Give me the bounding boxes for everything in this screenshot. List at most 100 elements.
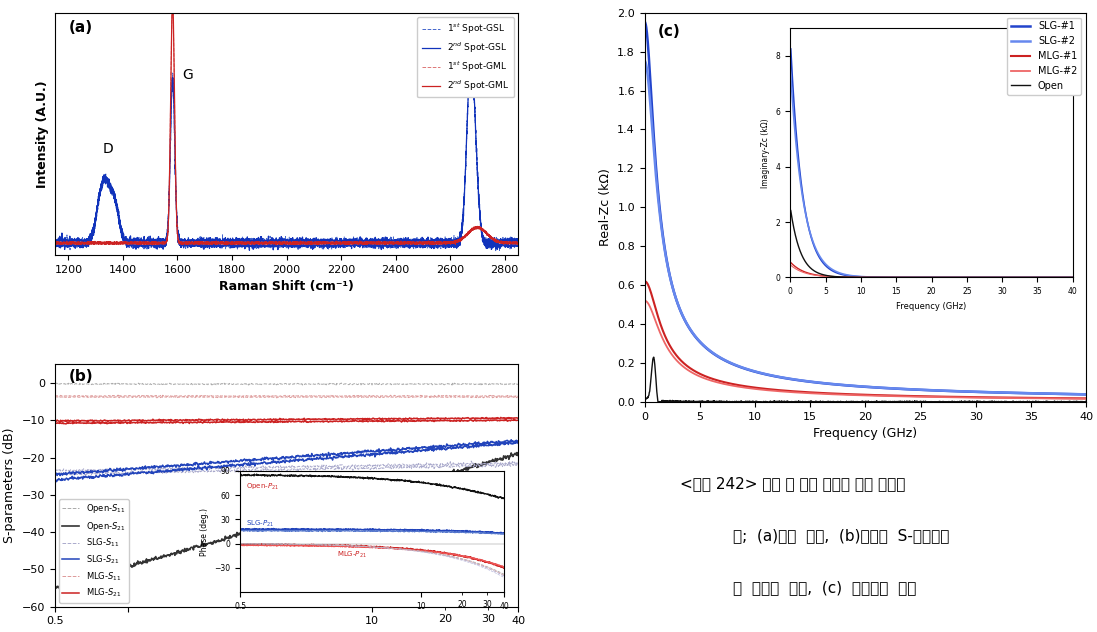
MLG-#2 — [1079, 395, 1093, 403]
SLG-$S_{21}$ — [77, 473, 90, 480]
Y-axis label: Intensity (A.U.): Intensity (A.U.) — [36, 80, 49, 188]
Y-axis label: Real-Zc (kΩ): Real-Zc (kΩ) — [599, 168, 612, 246]
Open — [986, 399, 999, 406]
Line: MLG-$S_{11}$: MLG-$S_{11}$ — [55, 395, 518, 397]
2$^{nd}$ Spot-GSL — [392, 242, 405, 250]
1$^{st}$ Spot-GML — [511, 239, 524, 246]
MLG-$S_{21}$ — [77, 417, 90, 425]
MLG-$S_{11}$ — [330, 392, 343, 400]
MLG-#2 — [1066, 395, 1079, 403]
MLG-$S_{21}$ — [448, 415, 461, 422]
1$^{st}$ Spot-GSL — [417, 243, 430, 250]
Open — [867, 399, 880, 407]
SLG-$S_{11}$ — [400, 464, 414, 471]
SLG-$S_{21}$ — [50, 478, 64, 485]
Open-$S_{21}$ — [77, 579, 90, 586]
Open — [853, 398, 867, 406]
Open-$S_{11}$ — [329, 381, 342, 389]
Text: 과;  (a)라만  분광,  (b)측정된  S-파라미터: 과; (a)라만 분광, (b)측정된 S-파라미터 — [733, 528, 949, 544]
MLG-#1 — [1079, 394, 1093, 402]
SLG-$S_{11}$ — [502, 460, 516, 468]
2$^{nd}$ Spot-GML — [417, 240, 430, 247]
2$^{nd}$ Spot-GSL — [242, 246, 256, 254]
2$^{nd}$ Spot-GSL — [465, 49, 478, 57]
Legend: 1$^{st}$ Spot-GSL, 2$^{nd}$ Spot-GSL, 1$^{st}$ Spot-GML, 2$^{nd}$ Spot-GML: 1$^{st}$ Spot-GSL, 2$^{nd}$ Spot-GSL, 1$… — [417, 17, 513, 97]
Open-$S_{21}$ — [511, 451, 524, 458]
2$^{nd}$ Spot-GML — [392, 240, 405, 248]
Text: (b): (b) — [69, 369, 93, 384]
SLG-#1 — [853, 382, 867, 390]
SLG-#1 — [1066, 391, 1079, 398]
SLG-$S_{21}$ — [344, 453, 358, 460]
Open-$S_{11}$ — [317, 380, 330, 388]
MLG-#2 — [661, 344, 675, 352]
SLG-$S_{21}$ — [400, 448, 414, 456]
MLG-#2 — [986, 394, 999, 401]
Open-$S_{21}$ — [53, 585, 66, 592]
1$^{st}$ Spot-GSL — [48, 238, 61, 246]
Y-axis label: S-parameters (dB): S-parameters (dB) — [3, 428, 16, 544]
SLG-$S_{21}$ — [448, 444, 461, 452]
2$^{nd}$ Spot-GML — [219, 241, 233, 248]
Open — [661, 397, 675, 404]
Line: MLG-$S_{21}$: MLG-$S_{21}$ — [55, 417, 518, 422]
Line: 1$^{st}$ Spot-GML: 1$^{st}$ Spot-GML — [55, 0, 518, 245]
Text: D: D — [103, 142, 113, 156]
1$^{st}$ Spot-GSL — [216, 243, 229, 251]
SLG-$S_{11}$ — [511, 461, 524, 469]
SLG-#2 — [638, 58, 652, 66]
Text: (a): (a) — [69, 20, 93, 35]
2$^{nd}$ Spot-GML — [166, 0, 179, 3]
Open-$S_{21}$ — [48, 583, 61, 590]
SLG-$S_{21}$ — [510, 437, 523, 445]
MLG-$S_{21}$ — [344, 415, 358, 422]
2$^{nd}$ Spot-GML — [71, 238, 84, 246]
1$^{st}$ Spot-GML — [71, 240, 84, 248]
SLG-#1 — [661, 262, 675, 270]
MLG-$S_{11}$ — [48, 392, 61, 399]
Open — [1067, 398, 1081, 405]
X-axis label: Frequency (GHz): Frequency (GHz) — [813, 427, 917, 441]
SLG-#2 — [1079, 391, 1093, 398]
1$^{st}$ Spot-GSL — [511, 235, 524, 243]
MLG-#1 — [661, 338, 675, 346]
Line: 2$^{nd}$ Spot-GML: 2$^{nd}$ Spot-GML — [55, 0, 518, 245]
Open-$S_{11}$ — [48, 380, 61, 387]
1$^{st}$ Spot-GSL — [464, 49, 477, 57]
Open-$S_{21}$ — [318, 506, 331, 513]
Line: 1$^{st}$ Spot-GSL: 1$^{st}$ Spot-GSL — [55, 53, 518, 251]
MLG-#1 — [986, 394, 999, 401]
Line: 2$^{nd}$ Spot-GSL: 2$^{nd}$ Spot-GSL — [55, 53, 518, 250]
SLG-#1 — [638, 20, 652, 27]
1$^{st}$ Spot-GSL — [489, 247, 502, 255]
SLG-$S_{11}$ — [344, 463, 358, 471]
MLG-#2 — [1066, 395, 1079, 403]
SLG-#2 — [661, 264, 675, 271]
Open-$S_{21}$ — [400, 482, 414, 489]
MLG-$S_{11}$ — [449, 392, 462, 399]
Line: SLG-#1: SLG-#1 — [645, 23, 1086, 394]
MLG-#1 — [841, 391, 855, 398]
Open-$S_{21}$ — [448, 469, 461, 477]
Legend: Open-$S_{11}$, Open-$S_{21}$, SLG-$S_{11}$, SLG-$S_{21}$, MLG-$S_{11}$, MLG-$S_{: Open-$S_{11}$, Open-$S_{21}$, SLG-$S_{11… — [59, 499, 128, 602]
Text: (c): (c) — [658, 24, 681, 39]
SLG-$S_{21}$ — [48, 477, 61, 485]
1$^{st}$ Spot-GML — [48, 238, 61, 246]
Line: SLG-$S_{11}$: SLG-$S_{11}$ — [55, 464, 518, 475]
SLG-#2 — [841, 382, 855, 389]
Text: G: G — [182, 68, 193, 82]
Line: SLG-$S_{21}$: SLG-$S_{21}$ — [55, 441, 518, 482]
Line: Open: Open — [645, 357, 1086, 403]
Open-$S_{11}$ — [344, 380, 358, 387]
MLG-$S_{21}$ — [48, 417, 61, 425]
Text: <그림 242> 단일 및 다층 그래핀 샘플 측정결: <그림 242> 단일 및 다층 그래핀 샘플 측정결 — [680, 476, 905, 491]
Open-$S_{11}$ — [389, 381, 403, 389]
1$^{st}$ Spot-GSL — [342, 239, 355, 246]
Open — [1079, 398, 1093, 405]
MLG-$S_{21}$ — [330, 416, 343, 423]
SLG-$S_{21}$ — [330, 454, 343, 461]
MLG-$S_{11}$ — [400, 392, 414, 399]
SLG-$S_{11}$ — [48, 470, 61, 478]
2$^{nd}$ Spot-GSL — [216, 240, 229, 248]
MLG-#1 — [1066, 394, 1079, 402]
